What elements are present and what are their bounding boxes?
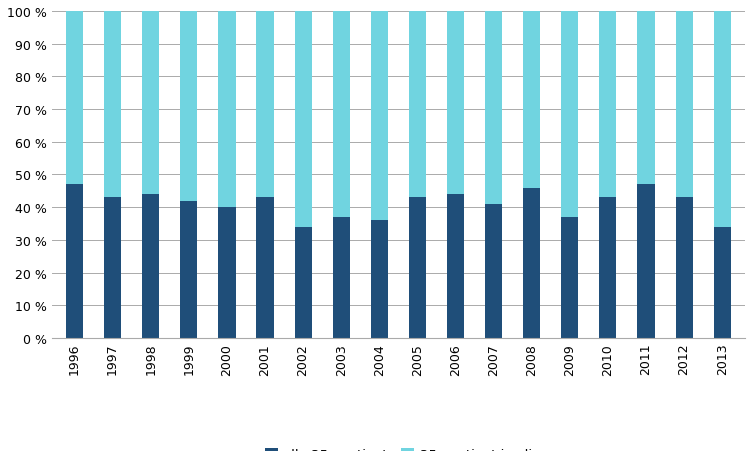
Bar [675, 12, 693, 198]
Bar [104, 198, 121, 338]
Bar [295, 12, 311, 227]
Bar [180, 201, 198, 338]
Bar [599, 12, 617, 198]
Bar [295, 227, 311, 338]
Bar [256, 198, 274, 338]
Bar [714, 227, 731, 338]
Bar [447, 12, 464, 195]
Bar [447, 195, 464, 338]
Bar [485, 12, 502, 204]
Bar [180, 12, 198, 201]
Bar [561, 217, 578, 338]
Bar [371, 221, 388, 338]
Bar [523, 188, 540, 338]
Bar [142, 12, 159, 195]
Bar [256, 12, 274, 198]
Bar [218, 208, 235, 338]
Bar [638, 12, 654, 185]
Bar [599, 198, 617, 338]
Bar [409, 198, 426, 338]
Legend: alle 35-vuotiaat, 35-vuotiaat ja yli: alle 35-vuotiaat, 35-vuotiaat ja yli [259, 443, 537, 451]
Bar [638, 185, 654, 338]
Bar [66, 12, 83, 185]
Bar [523, 12, 540, 188]
Bar [561, 12, 578, 217]
Bar [104, 12, 121, 198]
Bar [142, 195, 159, 338]
Bar [409, 12, 426, 198]
Bar [714, 12, 731, 227]
Bar [218, 12, 235, 208]
Bar [371, 12, 388, 221]
Bar [485, 204, 502, 338]
Bar [332, 217, 350, 338]
Bar [332, 12, 350, 217]
Bar [675, 198, 693, 338]
Bar [66, 185, 83, 338]
